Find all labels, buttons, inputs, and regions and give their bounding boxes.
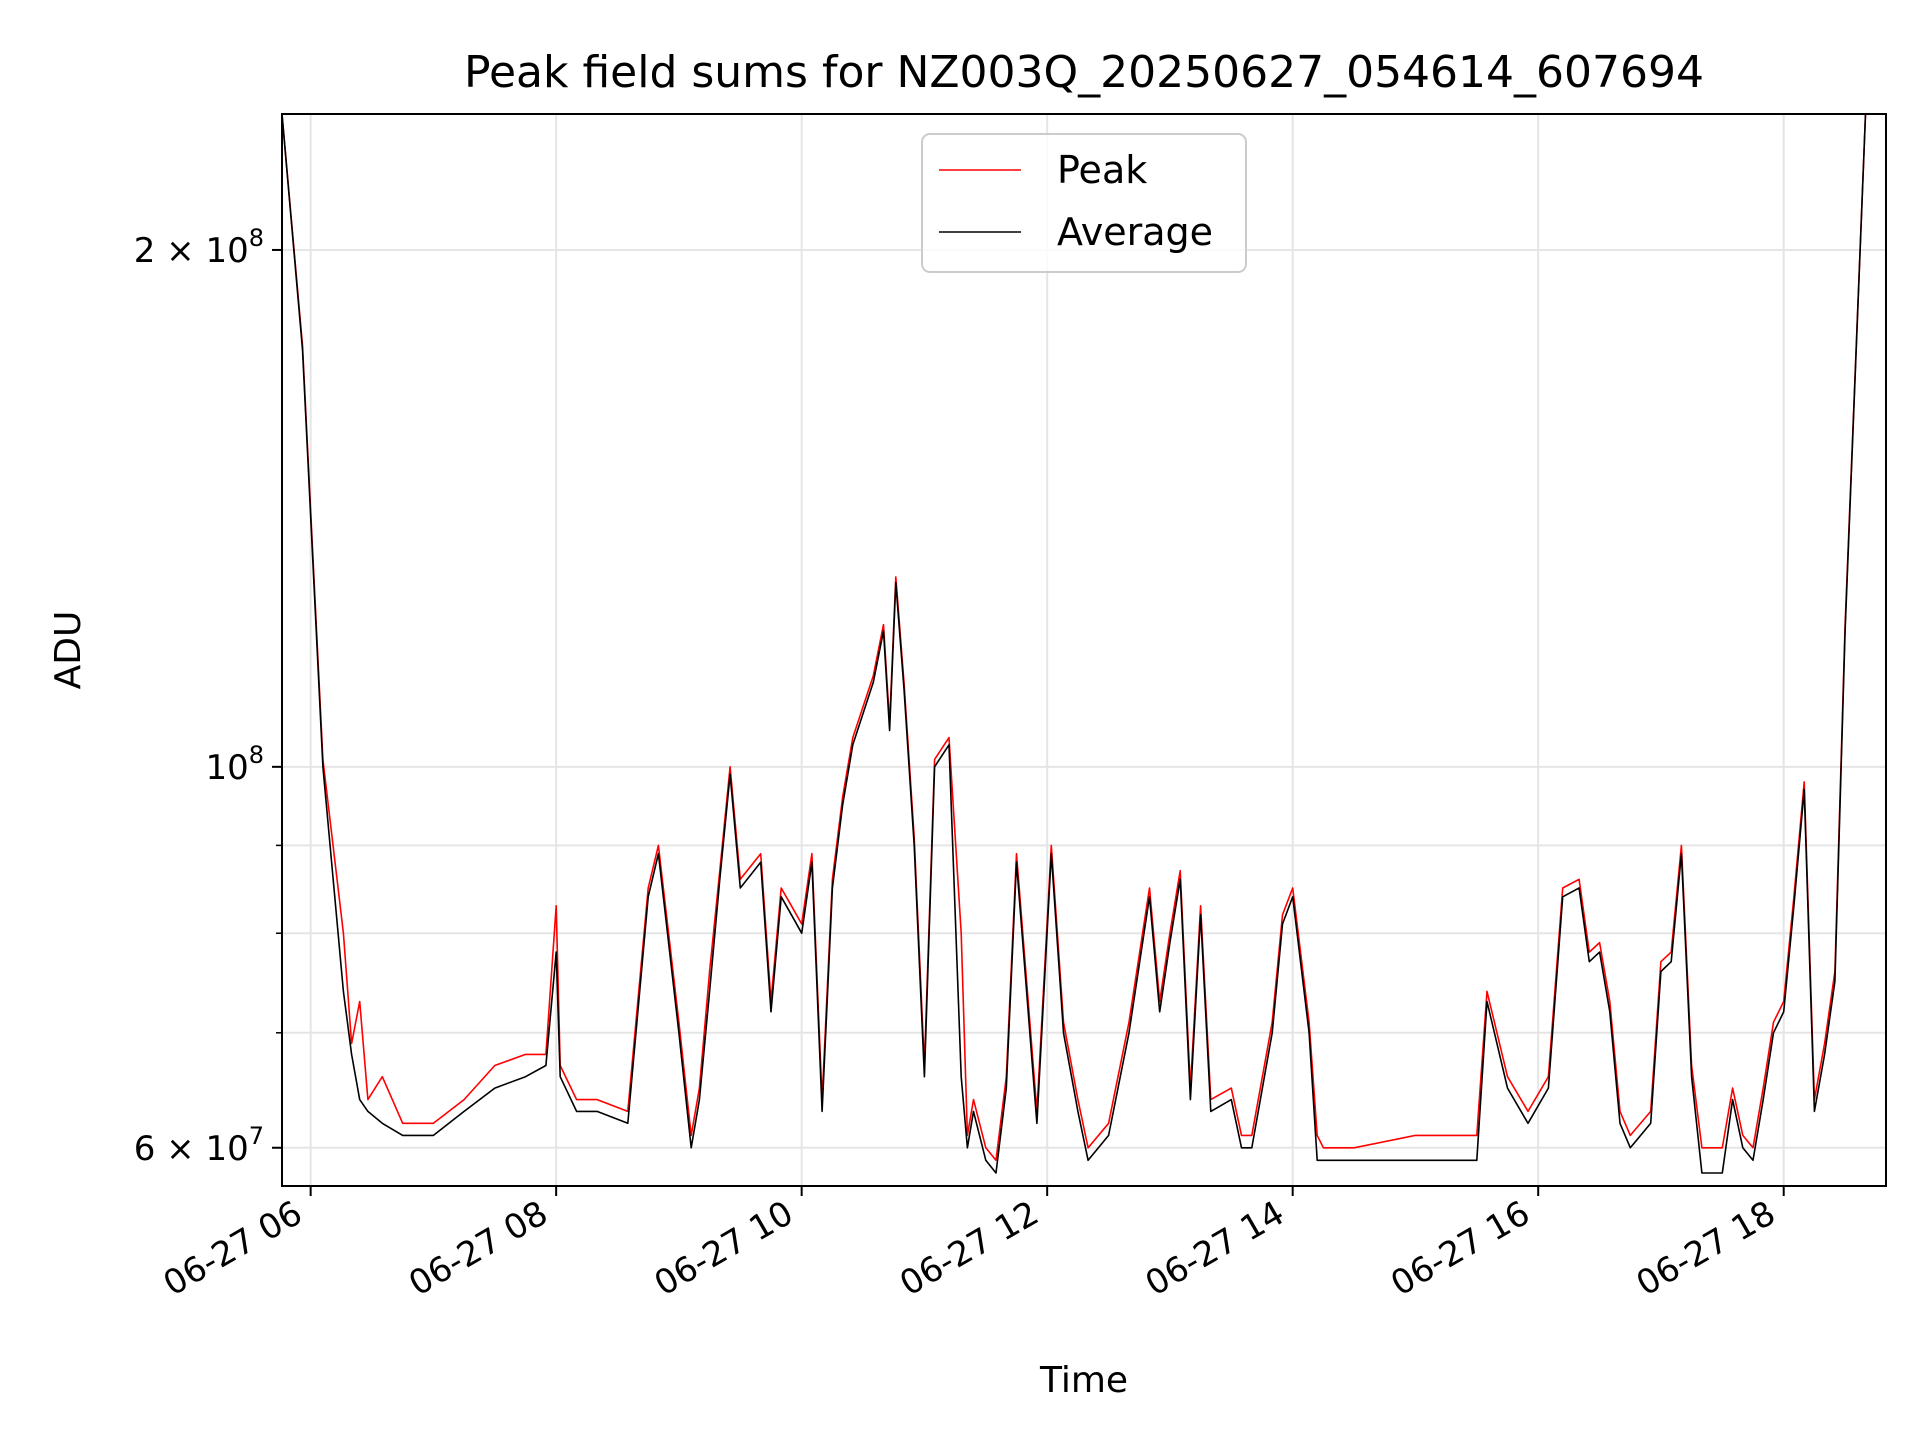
y-tick-exponent: 7 [249, 1122, 264, 1150]
y-tick-base: 2 × 10 [134, 231, 249, 271]
legend-box [921, 133, 1247, 273]
y-axis-label: ADU [48, 611, 89, 690]
series-lines [282, 114, 1886, 1174]
legend: Peak Average [921, 133, 1247, 273]
x-axis-label: Time [1039, 1360, 1128, 1401]
y-tick-exponent: 8 [249, 741, 264, 769]
y-tick-label: 2 × 108 [134, 224, 264, 271]
series-line-average [282, 114, 1886, 1174]
legend-label-average: Average [1057, 210, 1213, 254]
y-tick-base: 10 [205, 748, 248, 788]
chart-title: Peak field sums for NZ003Q_20250627_0546… [464, 47, 1704, 98]
plot-frame [281, 113, 1887, 1187]
y-tick-label: 6 × 107 [134, 1122, 264, 1169]
y-tick-label: 108 [205, 741, 264, 788]
y-tick-base: 6 × 10 [134, 1129, 249, 1169]
legend-label-peak: Peak [1057, 148, 1147, 192]
y-tick-exponent: 8 [249, 224, 264, 252]
